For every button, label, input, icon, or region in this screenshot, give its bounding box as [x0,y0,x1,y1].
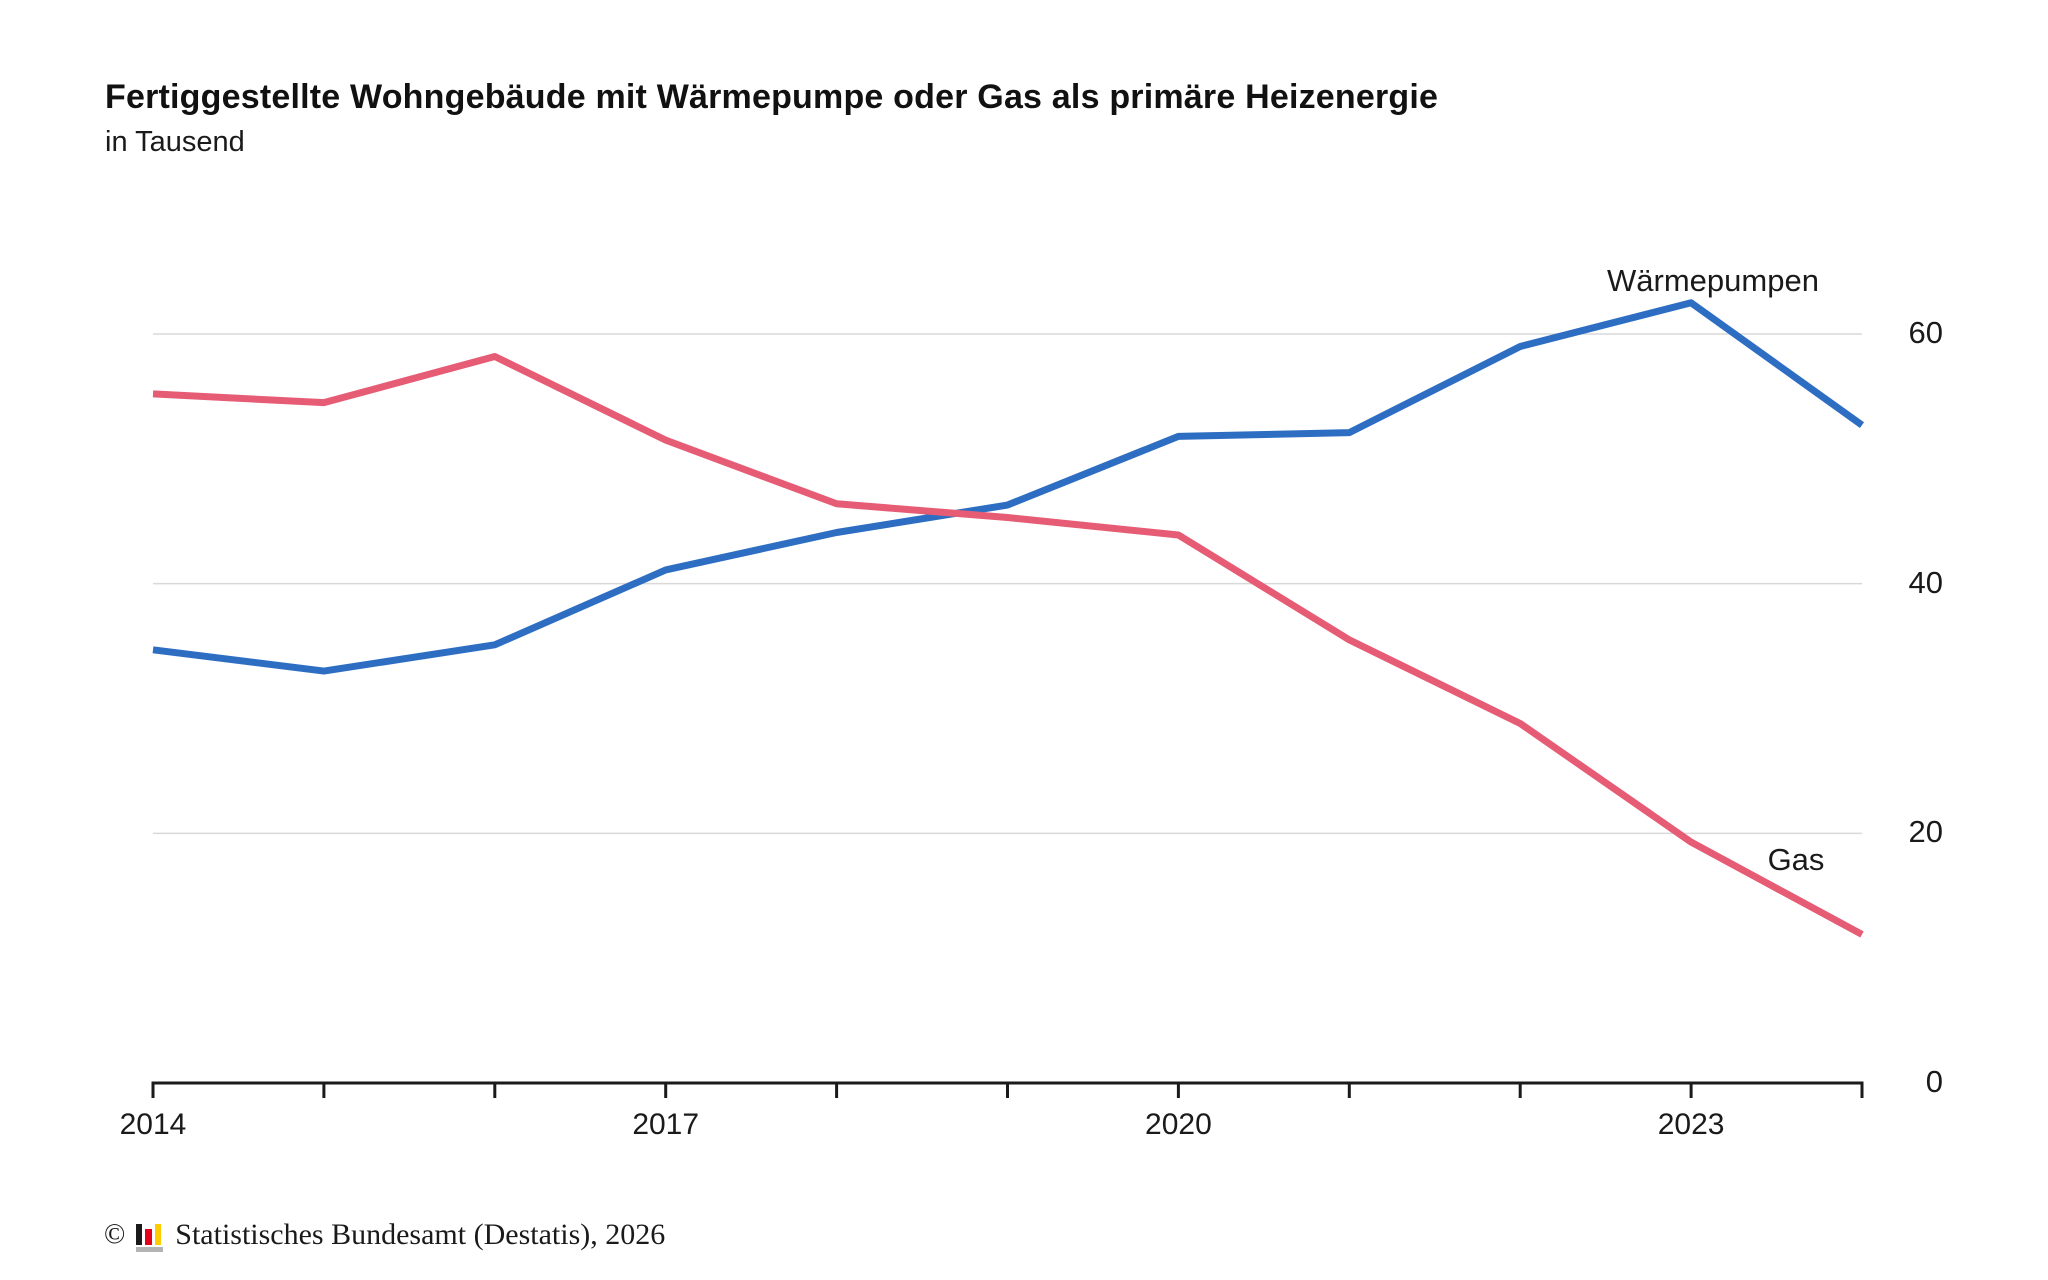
source-text: Statistisches Bundesamt (Destatis), 2026 [175,1218,666,1251]
chart-title: Fertiggestellte Wohngebäude mit Wärmepum… [105,78,1439,116]
y-tick-label-0: 0 [1925,1064,1943,1099]
x-tick-label-2017: 2017 [632,1108,700,1141]
series-line-Wärmepumpen [152,299,1865,675]
series-label-Wärmepumpen: Wärmepumpen [1607,263,1819,298]
series-label-Gas: Gas [1767,842,1825,877]
y-tick-label-40: 40 [1908,564,1943,600]
series-line-Gas [152,352,1864,938]
x-tick-label-2023: 2023 [1657,1108,1725,1141]
copyright-symbol: © [104,1219,126,1250]
x-tick-label-2014: 2014 [119,1108,187,1141]
chart-subtitle: in Tausend [105,126,245,158]
y-tick-label-20: 20 [1908,814,1943,850]
source-line: © Statistisches Bundesamt (Destatis), 20… [104,1218,665,1252]
destatis-bar-chart-icon [136,1224,164,1252]
x-tick-label-2020: 2020 [1145,1108,1212,1141]
y-tick-label-60: 60 [1908,315,1943,350]
